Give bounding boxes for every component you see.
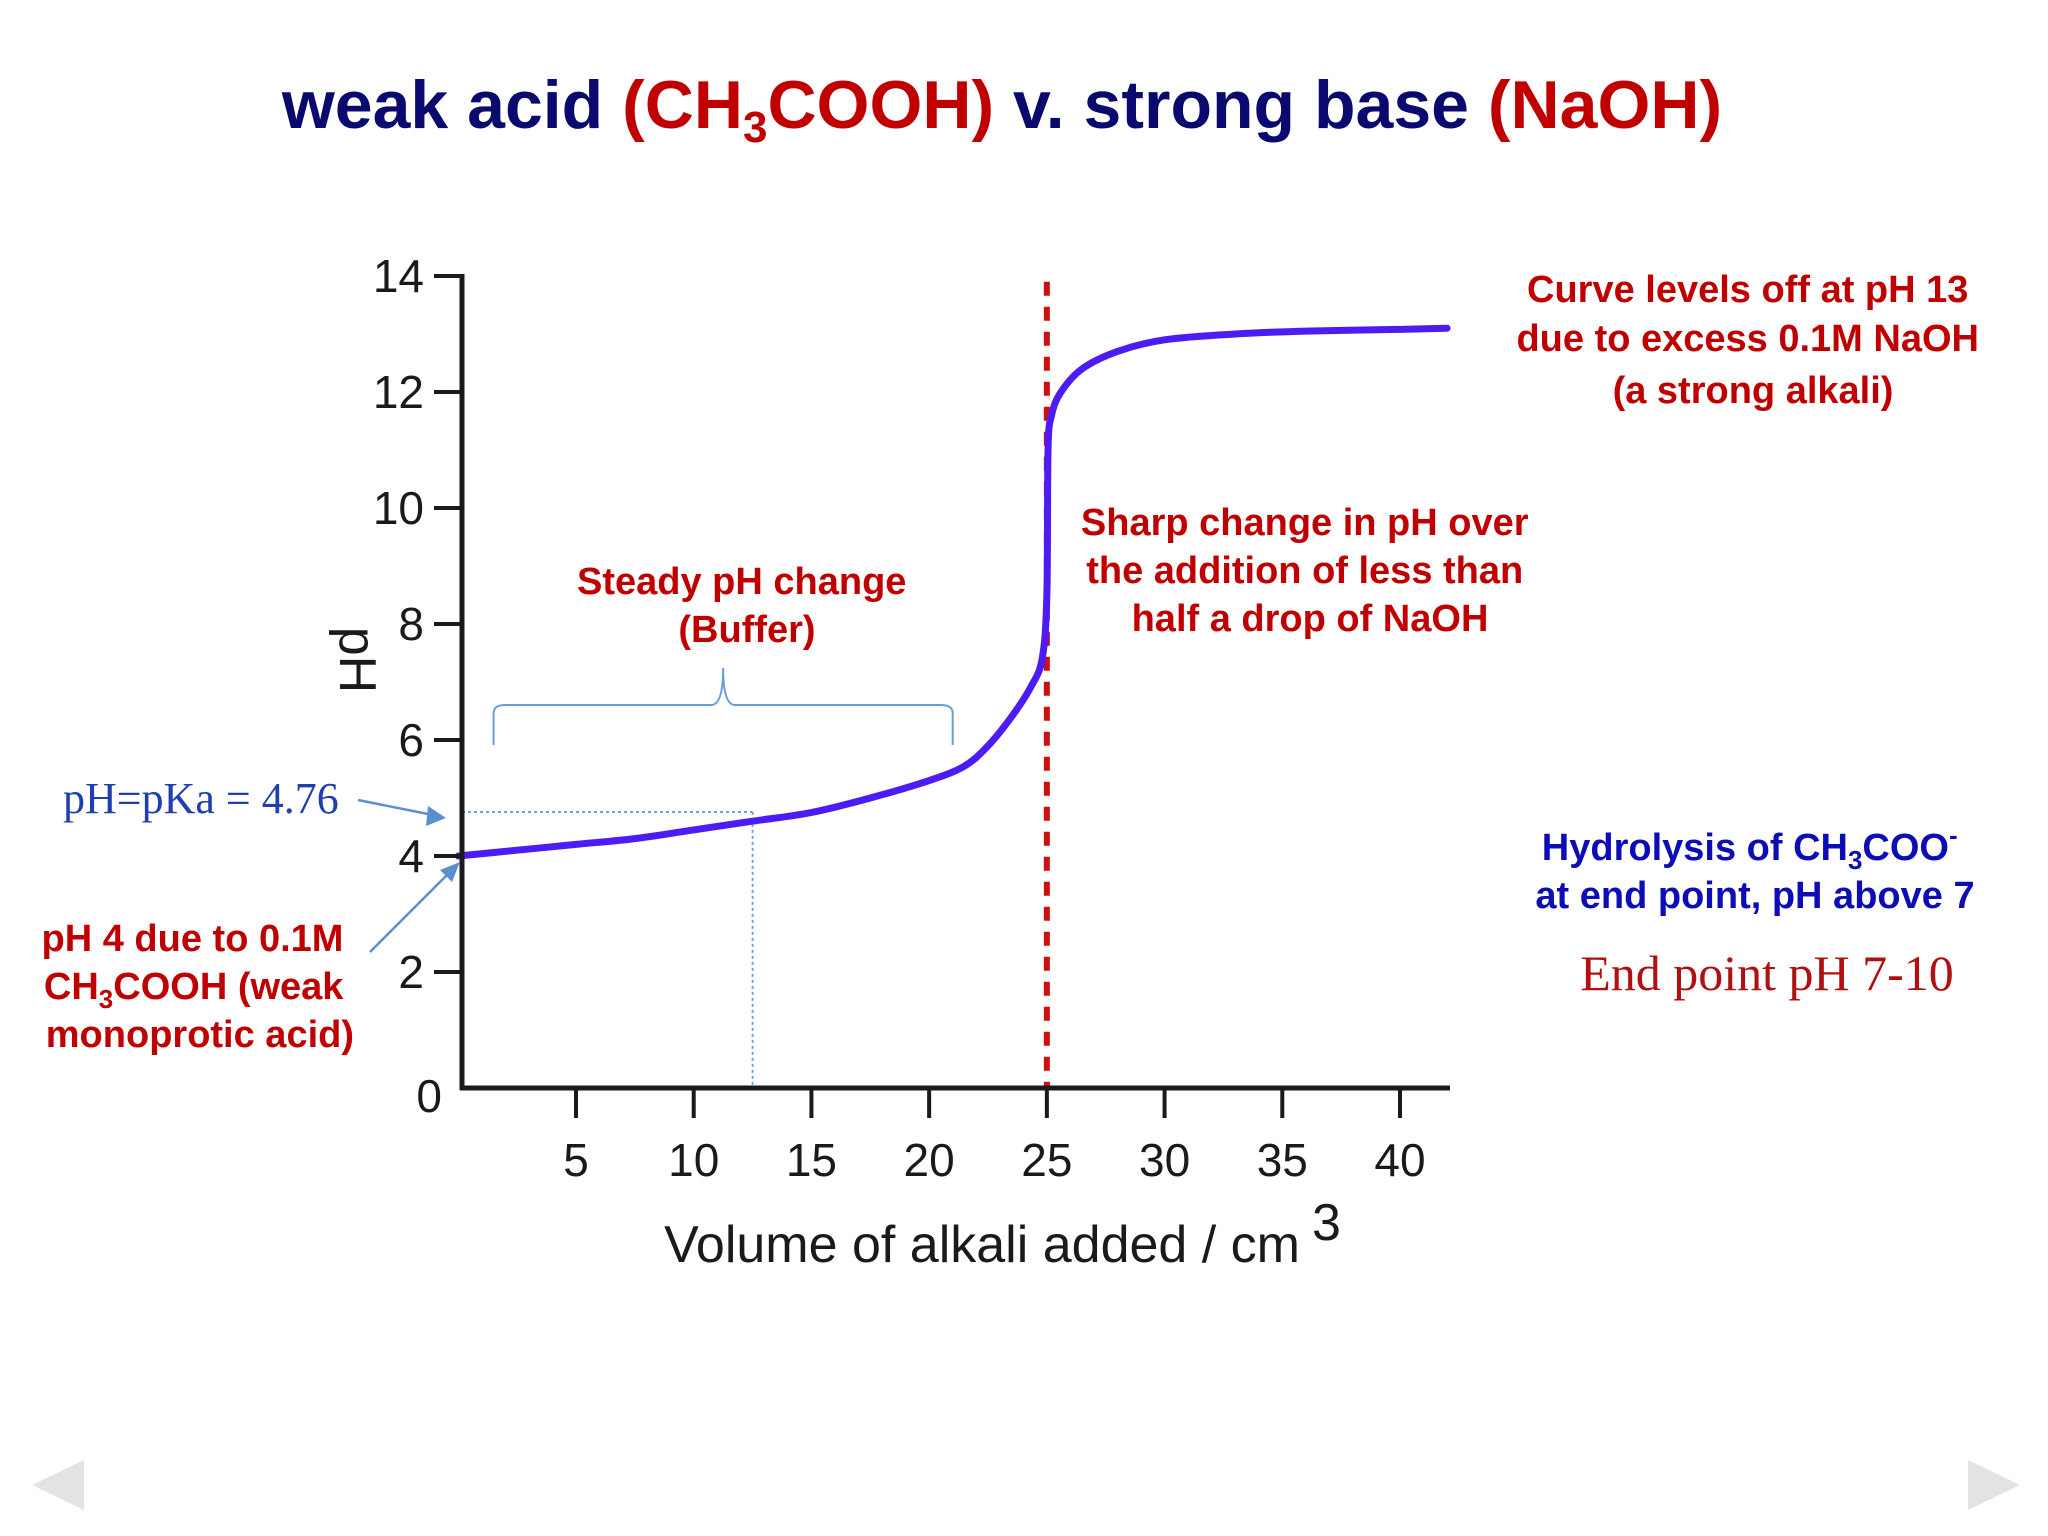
y-tick-label: 14 [373, 250, 424, 302]
pka-arrow-shaft [357, 798, 439, 818]
hydrolysis-line-2: at end point, pH above 7 [1535, 875, 1974, 917]
sharp-line-3: half a drop of NaOH [1132, 598, 1489, 640]
title-part-acid-formula-open: (CH [622, 67, 743, 143]
buffer-brace [492, 667, 954, 745]
previous-slide-icon[interactable] [32, 1460, 84, 1510]
buffer-line-2: (Buffer) [678, 609, 815, 651]
x-tick-label: 30 [1139, 1134, 1190, 1186]
title-part-acid-formula-close: COOH) [767, 67, 994, 143]
start-line-2-post: COOH (weak [113, 966, 344, 1008]
buffer-annotation: Steady pH change (Buffer) [577, 561, 917, 651]
hydrolysis-line-1-sub: 3 [1848, 845, 1862, 875]
slide-title: weak acid (CH3COOH) v. strong base (NaOH… [281, 67, 1722, 152]
sharp-change-annotation: Sharp change in pH over the addition of … [1081, 502, 1539, 640]
next-slide-icon[interactable] [1968, 1460, 2020, 1510]
pka-arrow-head [426, 806, 446, 826]
chart-axes [459, 274, 1450, 1091]
pka-annotation: pH=pKa = 4.76 [63, 774, 339, 823]
title-part-acid-formula-sub: 3 [743, 103, 767, 152]
titration-curve [454, 324, 1451, 860]
title-part-weak-acid: weak acid [281, 67, 622, 143]
plateau-line-1: Curve levels off at pH 13 [1527, 269, 1968, 311]
pka-arrow [357, 798, 446, 826]
hydrolysis-annotation: Hydrolysis of CH3COO- at end point, pH a… [1535, 811, 1974, 917]
x-axis-title-superscript: 3 [1312, 1194, 1341, 1252]
hydrolysis-line-1-sup: - [1949, 820, 1958, 850]
buffer-line-1: Steady pH change [577, 561, 906, 603]
x-tick-label: 40 [1374, 1134, 1425, 1186]
sharp-line-2: the addition of less than [1086, 550, 1523, 592]
start-line-2: CH3COOH (weak [44, 966, 344, 1014]
plateau-line-3: (a strong alkali) [1613, 370, 1894, 412]
plateau-annotation: Curve levels off at pH 13 due to excess … [1516, 269, 1989, 412]
x-tick-label: 20 [904, 1134, 955, 1186]
title-part-base-formula: (NaOH) [1488, 67, 1722, 143]
y-tick-label: 10 [373, 482, 424, 534]
y-tick-label: 6 [398, 714, 424, 766]
x-tick-label: 25 [1021, 1134, 1072, 1186]
titration-chart: 0 2 4 6 8 10 12 14 5 10 15 20 25 30 35 40 pH Volume of … [42, 250, 1989, 1274]
hydrolysis-line-1-post: COO [1862, 827, 1949, 869]
start-line-1: pH 4 due to 0.1M [42, 918, 344, 960]
y-tick-label: 12 [373, 366, 424, 418]
start-arrow [369, 862, 460, 953]
y-axis-title: pH [328, 627, 386, 693]
endpoint-annotation: End point pH 7-10 [1580, 945, 1954, 1001]
series-line [454, 324, 1451, 860]
axis-ticks: 0 2 4 6 8 10 12 14 5 10 15 20 25 30 35 40 [373, 250, 1426, 1186]
x-tick-label: 5 [563, 1134, 589, 1186]
start-line-3: monoprotic acid) [46, 1014, 354, 1056]
start-ph-annotation: pH 4 due to 0.1M CH3COOH (weak monoproti… [42, 918, 354, 1056]
start-line-2-sub: 3 [99, 984, 113, 1014]
x-tick-label: 35 [1257, 1134, 1308, 1186]
pka-guide-lines [462, 811, 754, 1088]
start-arrow-head [440, 862, 460, 882]
title-part-strong-base: v. strong base [994, 67, 1488, 143]
x-axis-title-text: Volume of alkali added / cm [664, 1216, 1300, 1274]
start-line-2-pre: CH [44, 966, 99, 1008]
y-tick-label: 8 [398, 598, 424, 650]
x-tick-label: 10 [668, 1134, 719, 1186]
y-tick-label: 2 [398, 946, 424, 998]
x-tick-label: 15 [786, 1134, 837, 1186]
hydrolysis-line-1: Hydrolysis of CH3COO- [1542, 820, 1958, 875]
start-arrow-shaft [369, 869, 453, 953]
y-tick-label: 4 [398, 830, 424, 882]
buffer-brace-path [492, 667, 954, 745]
x-axis-title: Volume of alkali added / cm [664, 1216, 1300, 1274]
y-tick-label: 0 [416, 1070, 442, 1122]
hydrolysis-line-1-pre: Hydrolysis of CH [1542, 827, 1848, 869]
plateau-line-2: due to excess 0.1M NaOH [1516, 318, 1979, 360]
sharp-line-1: Sharp change in pH over [1081, 502, 1529, 544]
